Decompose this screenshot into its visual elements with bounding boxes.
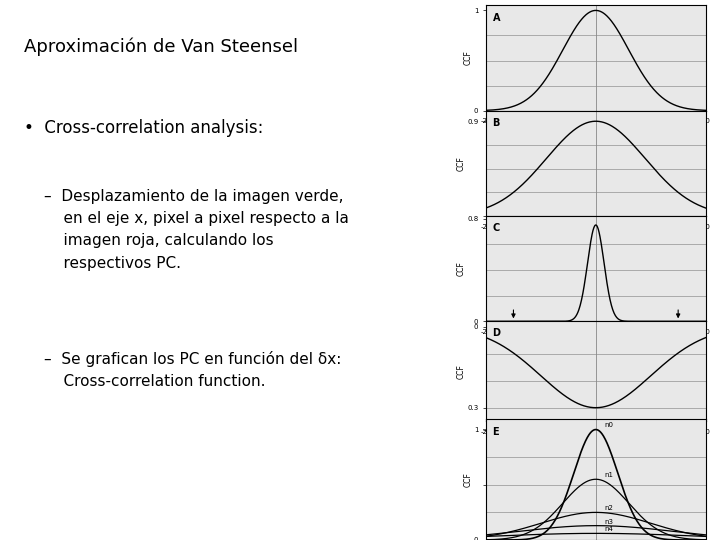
- Text: n3: n3: [604, 518, 613, 524]
- Text: n4: n4: [604, 526, 613, 532]
- Text: A: A: [492, 13, 500, 23]
- Text: Aproximación de Van Steensel: Aproximación de Van Steensel: [24, 38, 299, 56]
- Text: D: D: [492, 328, 500, 338]
- Y-axis label: CCF: CCF: [464, 51, 472, 65]
- Text: n1: n1: [604, 472, 613, 478]
- Y-axis label: CCF: CCF: [456, 364, 466, 379]
- Y-axis label: CCF: CCF: [456, 156, 466, 171]
- Y-axis label: CCF: CCF: [464, 472, 472, 487]
- Text: –  Desplazamiento de la imagen verde,
    en el eje x, pixel a pixel respecto a : – Desplazamiento de la imagen verde, en …: [44, 189, 349, 271]
- Text: E: E: [492, 427, 499, 437]
- Text: n0: n0: [604, 422, 613, 428]
- Text: –  Se grafican los PC en función del δx:
    Cross-correlation function.: – Se grafican los PC en función del δx: …: [44, 351, 341, 389]
- Text: B: B: [492, 118, 500, 128]
- Y-axis label: CCF: CCF: [456, 261, 466, 276]
- Text: n2: n2: [604, 505, 613, 511]
- Text: C: C: [492, 224, 500, 233]
- Text: •  Cross-correlation analysis:: • Cross-correlation analysis:: [24, 119, 264, 137]
